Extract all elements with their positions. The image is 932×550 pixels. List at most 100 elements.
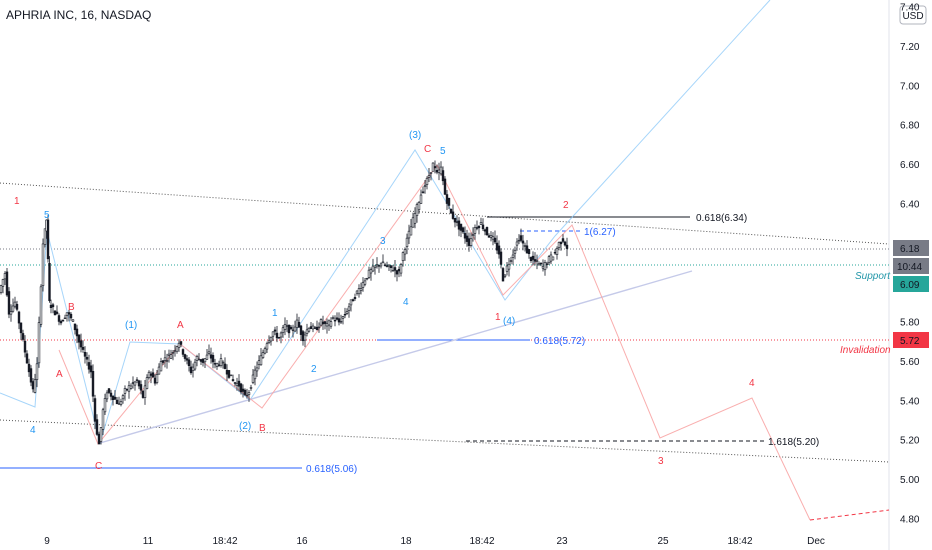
countdown-text: 10:44 [897,262,922,273]
candle-body [477,226,481,229]
candle-body [563,241,567,246]
candle-body [245,394,249,397]
candle-body [167,353,171,356]
candle-body [391,270,395,272]
last-price-text: 6.18 [900,244,920,255]
candle-body [417,201,421,211]
candle-body [141,390,145,398]
candle-body [53,310,57,316]
candle-body [351,299,355,302]
candle-body [201,358,205,363]
candle-body [553,251,557,254]
candle-body [429,172,433,174]
candle-body [561,238,565,242]
candle-body [473,227,477,234]
candle-body [51,304,55,308]
wave-label: B [68,302,75,313]
wave-label: 2 [311,364,317,375]
candle-body [46,219,50,260]
candle-body [139,384,143,391]
candle-body [131,382,135,384]
y-tick-label: 6.40 [900,199,920,210]
candle-body [101,409,105,430]
currency-box[interactable] [899,5,927,25]
candle-body [375,264,379,267]
currency-label: USD [902,11,923,22]
candle-body [217,364,221,366]
candle-body [565,244,569,249]
candle-body [507,263,511,270]
candle-body [365,277,369,280]
candle-body [409,226,413,236]
candle-body [35,363,39,380]
drawing-lines [0,0,890,521]
candle-body [61,320,65,322]
wave-label: (1) [125,320,137,331]
candle-body [453,217,457,223]
candle-body [523,245,527,247]
candle-body [395,270,399,275]
candle-body [307,327,311,332]
candle-body [213,363,217,365]
candle-body [347,306,351,311]
candle-body [207,351,211,354]
candle-body [255,367,259,372]
x-tick-label: 16 [296,536,308,547]
candle-body [17,311,21,324]
candle-body [521,240,525,244]
candle-body [69,313,73,319]
wave-label: A [56,369,63,380]
candle-body [547,256,551,264]
candle-body [189,366,193,374]
candle-body [83,351,87,357]
candle-body [511,254,515,258]
candle-body [407,230,411,239]
candle-body [205,354,209,360]
candle-body [463,233,467,239]
candle-body [0,285,3,293]
candles [0,160,569,445]
candle-body [339,321,343,323]
candle-body [509,260,513,262]
candle-body [149,373,153,376]
candle-body [533,259,537,262]
candle-body [457,220,461,230]
candle-body [361,282,365,288]
wave-label: 1 [272,308,278,319]
red-wave-path [58,164,811,521]
x-tick-label: 9 [44,536,50,547]
candle-body [289,326,293,330]
candle-body [441,170,445,182]
candle-body [479,222,483,225]
candle-body [261,352,265,359]
candle-body [97,433,101,445]
candle-body [485,227,489,236]
candle-body [531,255,535,260]
candle-body [179,341,183,345]
candle-body [267,340,271,344]
candle-body [369,269,373,274]
candle-body [469,238,473,246]
candle-body [295,319,299,328]
candle-body [107,388,111,393]
candle-body [519,235,523,241]
candle-body [461,227,465,233]
support-label: Support [855,271,891,282]
candle-body [337,318,341,323]
y-tick-label: 6.60 [900,160,920,171]
y-tick-label: 5.80 [900,318,920,329]
candle-body [481,224,485,230]
candle-body [111,395,115,400]
candle-body [48,262,51,301]
candle-body [81,346,85,350]
candle-body [195,356,199,361]
y-tick-label: 5.00 [900,475,920,486]
candle-body [305,329,309,334]
candle-body [309,326,313,329]
candle-body [445,194,449,204]
fib-label-506: 0.618(5.06) [306,464,357,475]
candle-body [123,388,127,394]
candle-body [419,194,423,204]
candle-body [415,204,419,216]
